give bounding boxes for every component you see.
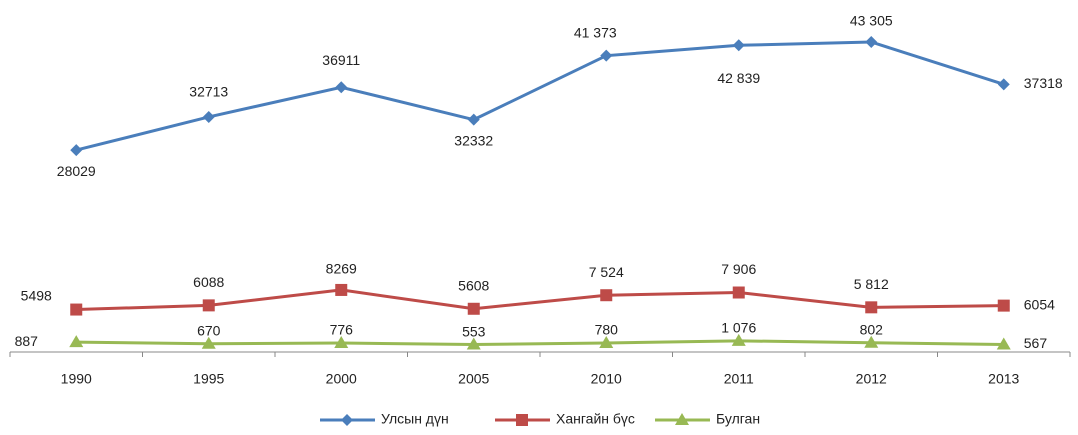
legend-marker (516, 414, 528, 426)
data-point (70, 303, 83, 316)
data-label: 5 812 (854, 276, 889, 292)
series-line (76, 288, 1004, 312)
data-point (865, 35, 878, 48)
data-point (865, 301, 878, 314)
legend-label: Булган (716, 411, 760, 427)
x-tick-label: 1990 (61, 371, 92, 387)
data-point (600, 49, 613, 62)
data-label: 6088 (193, 274, 224, 290)
data-point (69, 335, 84, 348)
data-label: 7 906 (721, 261, 756, 277)
data-point (996, 337, 1011, 350)
data-label: 776 (330, 322, 354, 338)
x-tick-label: 2010 (591, 371, 622, 387)
legend-marker (341, 414, 353, 426)
data-point (335, 283, 348, 296)
data-point (335, 81, 348, 94)
x-tick-label: 2012 (856, 371, 887, 387)
data-label: 802 (860, 321, 884, 337)
data-point (600, 289, 613, 302)
data-label: 32332 (454, 132, 493, 148)
data-label: 7 524 (589, 264, 624, 280)
x-tick-label: 1995 (193, 371, 224, 387)
data-label: 670 (197, 322, 221, 338)
x-tick-label: 2011 (724, 371, 754, 387)
data-label: 780 (595, 322, 619, 338)
legend-label: Хангайн бүс (556, 411, 635, 427)
data-point (997, 299, 1010, 312)
data-label: 5498 (21, 287, 52, 303)
data-point (202, 299, 215, 312)
data-point (731, 333, 746, 346)
data-point (201, 336, 216, 349)
data-point (70, 144, 83, 157)
data-label: 37318 (1024, 75, 1063, 91)
data-label: 43 305 (850, 13, 893, 29)
data-point (334, 335, 349, 348)
data-point (466, 337, 481, 350)
data-point (997, 78, 1010, 91)
data-label: 28029 (57, 163, 96, 179)
data-point (467, 302, 480, 315)
legend-marker (675, 413, 689, 425)
series-line (76, 339, 1004, 347)
data-label: 553 (462, 323, 486, 339)
data-label: 6054 (1024, 296, 1055, 312)
data-label: 42 839 (717, 70, 760, 86)
data-label: 36911 (322, 52, 360, 68)
data-label: 1 076 (721, 320, 756, 336)
data-point (599, 335, 614, 348)
data-point (202, 110, 215, 123)
x-tick-label: 2005 (458, 371, 489, 387)
data-label: 5608 (458, 277, 489, 293)
data-label: 567 (1024, 335, 1048, 351)
data-point (467, 113, 480, 126)
data-label: 32713 (189, 84, 228, 100)
series-line (75, 40, 1005, 152)
x-tick-label: 2013 (988, 371, 1019, 387)
legend-label: Улсын дүн (381, 411, 449, 427)
data-label: 41 373 (574, 24, 617, 40)
data-point (732, 286, 745, 299)
data-label: 8269 (326, 261, 357, 277)
data-label: 887 (15, 333, 39, 349)
x-tick-label: 2000 (326, 371, 357, 387)
data-point (732, 39, 745, 52)
data-point (864, 335, 879, 348)
